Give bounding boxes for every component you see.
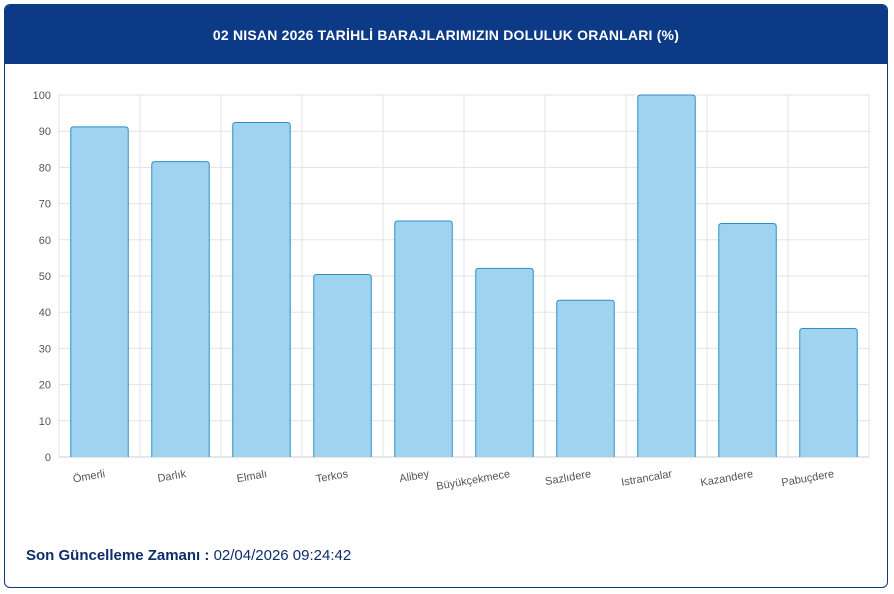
bar-ömerli [70, 126, 129, 457]
y-tick-label: 100 [33, 90, 51, 102]
chart-card: 02 NISAN 2026 TARİHLİ BARAJLARIMIZIN DOL… [4, 4, 888, 588]
bar-chart: 0 10 20 30 40 50 60 70 80 90 100 Ömerli Darlık Elmalı… [33, 90, 870, 493]
x-tick-label: Terkos [315, 468, 349, 486]
x-tick-label: Elmalı [236, 468, 268, 485]
x-tick-label: Sazlıdere [544, 468, 592, 488]
y-tick-label: 40 [39, 307, 51, 319]
x-tick-label: Alibey [398, 468, 430, 485]
x-tick-label: Büyükçekmece [435, 468, 511, 493]
bar-sazlıdere [556, 299, 615, 457]
bar-alibey [394, 220, 453, 457]
x-tick-label: Kazandere [700, 468, 754, 489]
last-update: Son Güncelleme Zamanı : 02/04/2026 09:24… [26, 547, 351, 564]
x-tick-label: Darlık [157, 468, 188, 485]
bar-kazandere [718, 223, 777, 457]
chart-header: 02 NISAN 2026 TARİHLİ BARAJLARIMIZIN DOL… [5, 5, 887, 64]
bar-terkos [313, 274, 372, 457]
y-tick-label: 10 [39, 416, 51, 428]
y-tick-label: 20 [39, 380, 51, 392]
chart-title: 02 NISAN 2026 TARİHLİ BARAJLARIMIZIN DOL… [212, 26, 680, 43]
y-tick-label: 60 [39, 235, 51, 247]
y-tick-label: 50 [39, 271, 51, 283]
x-tick-label: Ömerli [72, 468, 106, 485]
last-update-label: Son Güncelleme Zamanı : [26, 547, 210, 564]
bar-büyükçekmece [475, 267, 534, 457]
bar-darlık [151, 161, 210, 457]
y-tick-label: 90 [39, 126, 51, 138]
x-tick-label: Pabuçdere [781, 468, 835, 489]
bar-istrancalar [637, 94, 696, 457]
y-tick-label: 80 [39, 162, 51, 174]
y-tick-label: 70 [39, 199, 51, 211]
y-tick-label: 0 [45, 452, 51, 464]
bar-elmalı [232, 122, 291, 457]
x-tick-label: Istrancalar [620, 468, 673, 489]
last-update-value: 02/04/2026 09:24:42 [213, 547, 352, 564]
y-tick-label: 30 [39, 343, 51, 355]
bar-pabuçdere [799, 327, 858, 457]
